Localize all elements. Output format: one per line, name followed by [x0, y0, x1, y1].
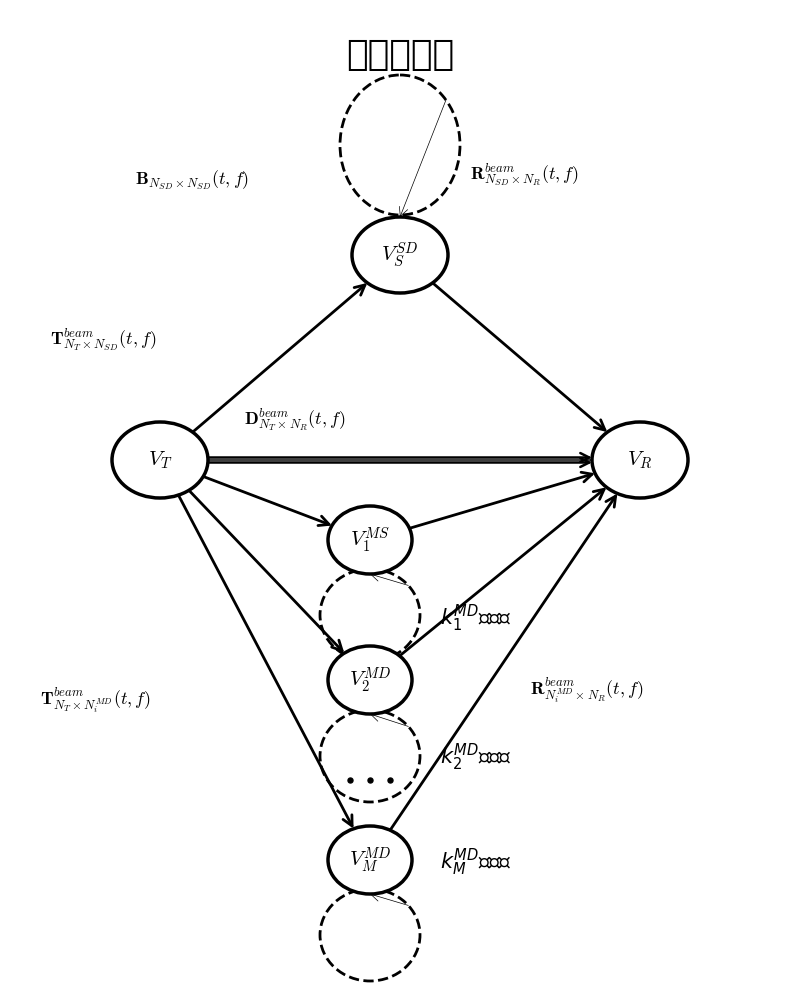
Text: $V_1^{MS}$: $V_1^{MS}$ — [350, 525, 390, 555]
Ellipse shape — [328, 646, 412, 714]
Text: $\mathbf{B}_{N_{SD}\times N_{SD}}(t,f)$: $\mathbf{B}_{N_{SD}\times N_{SD}}(t,f)$ — [135, 168, 249, 192]
Text: $V_R$: $V_R$ — [627, 449, 653, 471]
Text: $V_2^{MD}$: $V_2^{MD}$ — [348, 665, 391, 695]
Text: $\mathbf{R}^{beam}_{N_{SD}\times N_R}(t,f)$: $\mathbf{R}^{beam}_{N_{SD}\times N_R}(t,… — [470, 162, 579, 188]
Ellipse shape — [320, 569, 420, 661]
Ellipse shape — [328, 826, 412, 894]
Ellipse shape — [320, 889, 420, 981]
Ellipse shape — [340, 75, 460, 215]
Text: $V_M^{MD}$: $V_M^{MD}$ — [348, 845, 391, 875]
Ellipse shape — [320, 710, 420, 802]
Text: $k_2^{MD}$次散射: $k_2^{MD}$次散射 — [440, 741, 512, 773]
Text: $V_T$: $V_T$ — [148, 449, 172, 471]
Ellipse shape — [112, 422, 208, 498]
Text: 无穷次散射: 无穷次散射 — [346, 38, 454, 72]
Text: $\mathbf{T}^{beam}_{N_T\times N_i^{MD}}(t,f)$: $\mathbf{T}^{beam}_{N_T\times N_i^{MD}}(… — [40, 685, 151, 715]
Text: $\mathbf{D}^{beam}_{N_T\times N_R}(t,f)$: $\mathbf{D}^{beam}_{N_T\times N_R}(t,f)$ — [244, 407, 346, 433]
Text: $\mathbf{T}^{beam}_{N_T\times N_{SD}}(t,f)$: $\mathbf{T}^{beam}_{N_T\times N_{SD}}(t,… — [50, 327, 156, 353]
Text: $\mathbf{R}^{beam}_{N_i^{MD}\times N_R}(t,f)$: $\mathbf{R}^{beam}_{N_i^{MD}\times N_R}(… — [530, 675, 644, 705]
Ellipse shape — [592, 422, 688, 498]
Text: $k_1^{MD}$次散射: $k_1^{MD}$次散射 — [440, 602, 512, 634]
Ellipse shape — [328, 506, 412, 574]
Text: $V_S^{SD}$: $V_S^{SD}$ — [382, 240, 419, 270]
Text: $k_M^{MD}$次散射: $k_M^{MD}$次散射 — [440, 846, 512, 878]
Ellipse shape — [352, 217, 448, 293]
